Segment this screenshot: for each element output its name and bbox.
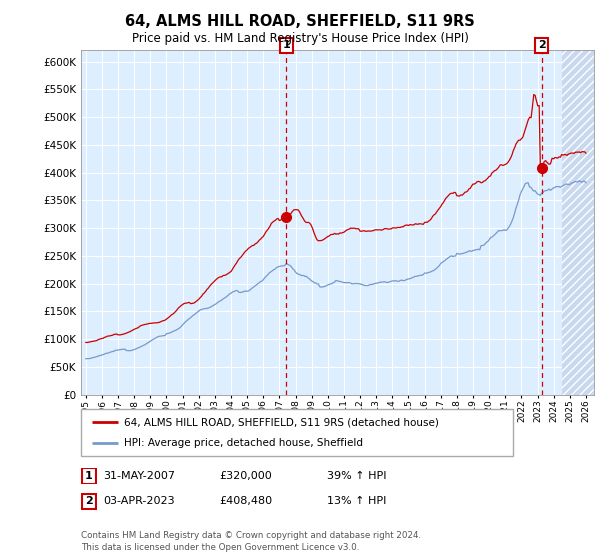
FancyBboxPatch shape [82, 468, 96, 483]
Text: 03-APR-2023: 03-APR-2023 [103, 496, 175, 506]
Text: 64, ALMS HILL ROAD, SHEFFIELD, S11 9RS: 64, ALMS HILL ROAD, SHEFFIELD, S11 9RS [125, 14, 475, 29]
Text: 1: 1 [85, 471, 92, 481]
Text: 13% ↑ HPI: 13% ↑ HPI [327, 496, 386, 506]
Text: 2: 2 [85, 496, 92, 506]
Text: £320,000: £320,000 [219, 471, 272, 481]
Text: 1: 1 [283, 40, 290, 50]
FancyBboxPatch shape [81, 409, 513, 456]
Text: Contains HM Land Registry data © Crown copyright and database right 2024.
This d: Contains HM Land Registry data © Crown c… [81, 531, 421, 552]
Text: 31-MAY-2007: 31-MAY-2007 [103, 471, 175, 481]
Text: HPI: Average price, detached house, Sheffield: HPI: Average price, detached house, Shef… [124, 438, 363, 448]
Text: 39% ↑ HPI: 39% ↑ HPI [327, 471, 386, 481]
FancyBboxPatch shape [82, 494, 96, 508]
Text: Price paid vs. HM Land Registry's House Price Index (HPI): Price paid vs. HM Land Registry's House … [131, 32, 469, 45]
Text: £408,480: £408,480 [219, 496, 272, 506]
Text: 2: 2 [538, 40, 545, 50]
Text: 64, ALMS HILL ROAD, SHEFFIELD, S11 9RS (detached house): 64, ALMS HILL ROAD, SHEFFIELD, S11 9RS (… [124, 417, 439, 427]
